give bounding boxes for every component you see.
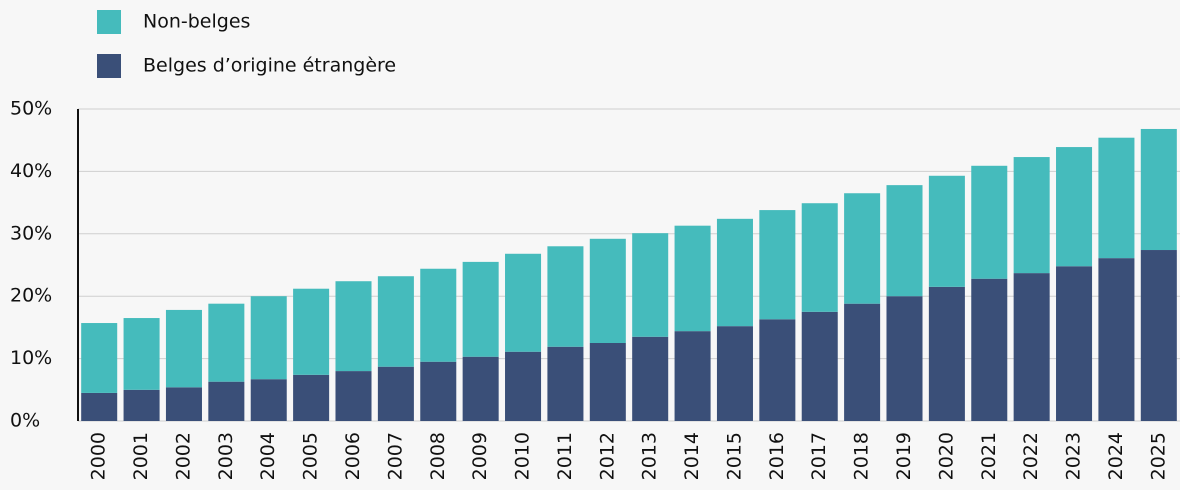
legend-swatch — [97, 54, 121, 78]
x-tick-label: 2000 — [88, 432, 110, 480]
y-tick-label: 40% — [10, 160, 52, 182]
x-tick-label: 2015 — [723, 432, 745, 480]
bar-segment — [505, 351, 542, 421]
x-tick-label: 2022 — [1020, 432, 1042, 480]
bar-segment — [971, 165, 1008, 279]
y-tick-label: 0% — [10, 410, 40, 432]
x-tick-label: 2004 — [257, 432, 279, 480]
x-tick-label: 2016 — [766, 432, 788, 480]
x-tick-label: 2013 — [639, 432, 661, 480]
x-tick-label: 2019 — [893, 432, 915, 480]
x-tick-label: 2003 — [215, 432, 237, 480]
bar-segment — [886, 296, 923, 421]
bar-segment — [462, 261, 499, 357]
bar-segment — [844, 303, 881, 421]
bar-segment — [420, 268, 457, 362]
x-tick-label: 2001 — [130, 432, 152, 480]
x-tick-label: 2021 — [978, 432, 1000, 480]
bar-segment — [1013, 273, 1050, 421]
legend-label: Non-belges — [143, 11, 250, 33]
bar-segment — [208, 303, 245, 382]
bar-segment — [123, 389, 160, 421]
bar-segment — [335, 371, 372, 421]
bar-segment — [1013, 157, 1050, 274]
bar-segment — [377, 366, 414, 421]
x-tick-label: 2018 — [851, 432, 873, 480]
bar-segment — [1098, 137, 1135, 259]
x-tick-label: 2006 — [342, 432, 364, 480]
bar-segment — [716, 218, 753, 327]
bar-segment — [801, 311, 838, 421]
bar-segment — [462, 356, 499, 421]
y-tick-label: 10% — [10, 347, 52, 369]
x-tick-label: 2007 — [384, 432, 406, 480]
x-tick-label: 2009 — [469, 432, 491, 480]
y-tick-label: 20% — [10, 285, 52, 307]
bar-segment — [759, 319, 796, 421]
x-tick-label: 2023 — [1063, 432, 1085, 480]
bar-segment — [674, 225, 711, 332]
bar-segment — [420, 361, 457, 421]
x-tick-label: 2011 — [554, 432, 576, 480]
bar-segment — [165, 387, 202, 421]
bar-segment — [123, 318, 160, 390]
bar-segment — [293, 374, 330, 421]
x-tick-label: 2017 — [808, 432, 830, 480]
bar-segment — [801, 203, 838, 312]
bar-segment — [632, 336, 669, 421]
x-tick-label: 2024 — [1105, 432, 1127, 480]
bar-segment — [759, 210, 796, 320]
bar-segment — [505, 253, 542, 352]
bar-segment — [208, 381, 245, 421]
bar-segment — [674, 331, 711, 421]
x-tick-label: 2002 — [172, 432, 194, 480]
x-tick-label: 2005 — [300, 432, 322, 480]
bar-segment — [971, 278, 1008, 421]
x-tick-label: 2020 — [935, 432, 957, 480]
bar-segment — [632, 233, 669, 337]
bar-segment — [928, 286, 965, 421]
x-tick-label: 2008 — [427, 432, 449, 480]
x-tick-label: 2010 — [512, 432, 534, 480]
bar-segment — [547, 246, 584, 347]
bar-segment — [716, 326, 753, 421]
bar-segment — [250, 379, 287, 421]
bar-segment — [1098, 258, 1135, 421]
bar-segment — [293, 288, 330, 375]
x-tick-label: 2012 — [596, 432, 618, 480]
bar-segment — [335, 281, 372, 372]
bar-segment — [81, 323, 118, 393]
bar-segment — [165, 309, 202, 388]
bar-segment — [589, 238, 626, 343]
bar-segment — [250, 296, 287, 380]
bar-segment — [547, 346, 584, 421]
bar-segment — [589, 343, 626, 421]
legend-swatch — [97, 10, 121, 34]
y-tick-label: 50% — [10, 98, 52, 120]
bar-segment — [81, 392, 118, 421]
bar-segment — [1056, 266, 1093, 421]
bar-segment — [844, 193, 881, 304]
bar-segment — [886, 185, 923, 297]
bar-segment — [1056, 147, 1093, 267]
x-tick-label: 2014 — [681, 432, 703, 480]
bar-segment — [1140, 250, 1177, 421]
x-tick-label: 2025 — [1147, 432, 1169, 480]
bar-segment — [377, 276, 414, 367]
bar-segment — [1140, 128, 1177, 251]
y-tick-label: 30% — [10, 222, 52, 244]
bar-segment — [928, 175, 965, 287]
legend-label: Belges d’origine étrangère — [143, 55, 396, 77]
